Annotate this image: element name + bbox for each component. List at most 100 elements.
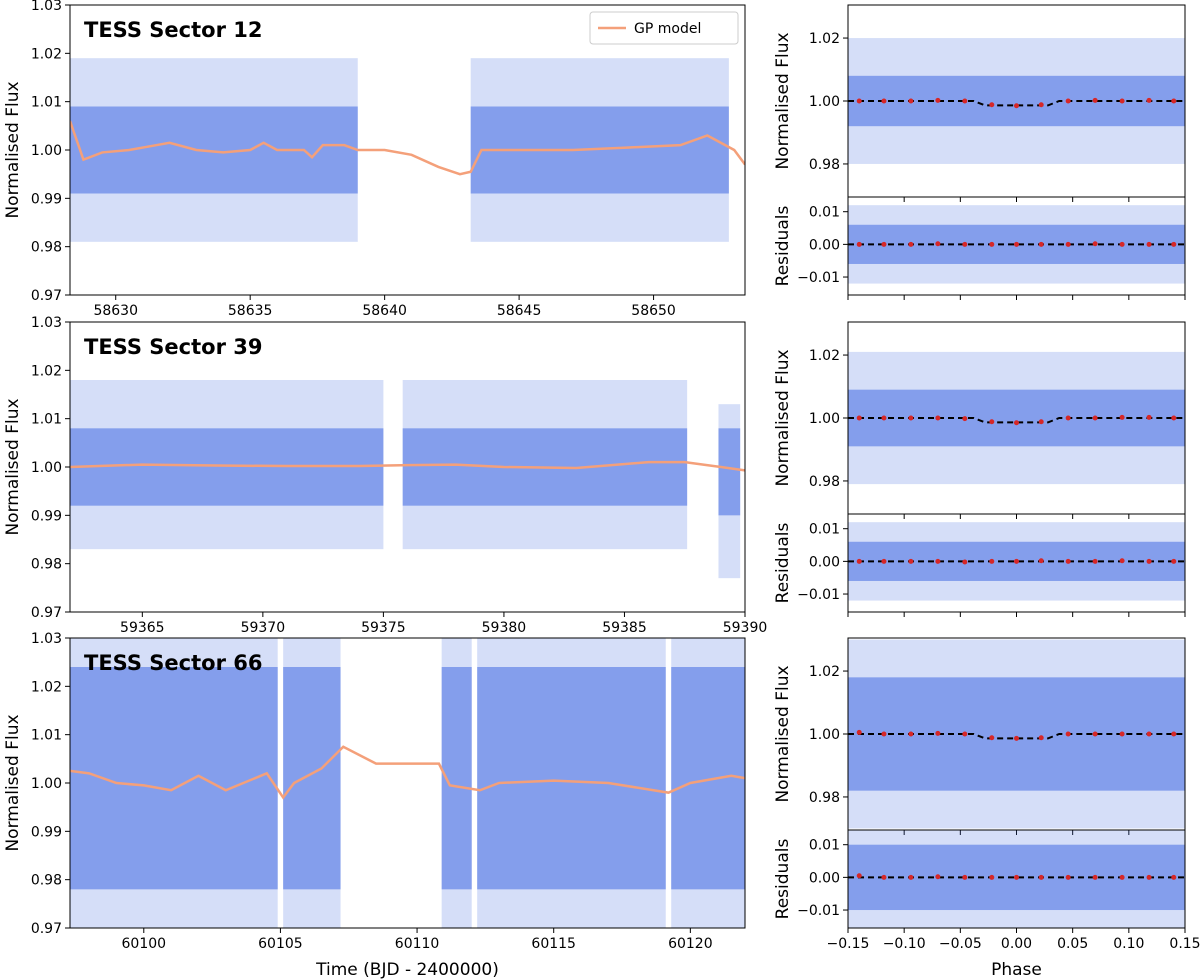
x-tick-label: 60105	[258, 936, 303, 952]
x-tick-label: 59385	[602, 620, 647, 636]
y-tick-label: 0.98	[809, 474, 840, 490]
y-tick-label: 1.03	[31, 315, 62, 331]
binned-point	[908, 731, 914, 737]
binned-point	[856, 729, 862, 735]
binned-point	[908, 415, 914, 421]
transit-model	[848, 733, 1185, 740]
binned-point	[1014, 241, 1019, 247]
x-tick-label: 59375	[361, 620, 406, 636]
y-tick-label: 0.01	[809, 838, 840, 854]
binned-point	[935, 241, 941, 247]
y-tick-label: 0.98	[31, 240, 62, 256]
x-tick-label: 58645	[497, 303, 542, 319]
x-axis-label: Phase	[991, 960, 1042, 980]
binned-point	[881, 241, 887, 247]
binned-point	[962, 559, 968, 565]
binned-point	[1092, 874, 1098, 880]
flux-scatter-inner	[477, 667, 666, 890]
binned-point	[881, 98, 887, 104]
x-tick-label: 59380	[482, 620, 527, 636]
binned-point	[856, 558, 862, 564]
y-tick-label: 1.00	[809, 94, 840, 110]
y-tick-label: 0.98	[809, 790, 840, 806]
binned-point	[989, 735, 995, 741]
x-tick-label: 0.10	[1113, 936, 1144, 952]
binned-point	[1119, 558, 1125, 564]
y-tick-label: 1.02	[31, 363, 62, 379]
binned-point	[1146, 414, 1152, 420]
legend-box	[589, 11, 739, 45]
y-tick-label: 0.99	[31, 508, 62, 524]
plot-area	[848, 205, 1185, 284]
gp-model	[70, 460, 745, 472]
y-tick-label: −0.01	[797, 270, 840, 286]
binned-point	[1038, 558, 1044, 564]
y-tick-label: 0.00	[809, 237, 840, 253]
y-axis-label: Normalised Flux	[3, 81, 23, 218]
x-tick-label: 59370	[241, 620, 286, 636]
binned-point	[962, 98, 968, 104]
binned-point	[935, 558, 941, 564]
x-tick-label: 59390	[723, 620, 768, 636]
binned-point	[1092, 558, 1098, 564]
binned-point	[989, 241, 995, 247]
y-axis-label: Residuals	[773, 839, 793, 920]
y-tick-label: 1.00	[809, 727, 840, 743]
panel-title: TESS Sector 39	[84, 335, 262, 359]
y-axis-label: Normalised Flux	[3, 398, 23, 535]
y-tick-label: 0.00	[809, 554, 840, 570]
binned-point	[1092, 415, 1098, 421]
binned-point	[1171, 731, 1177, 737]
binned-point	[1065, 415, 1071, 421]
panel-title: TESS Sector 12	[84, 18, 262, 42]
y-axis-label: Normalised Flux	[3, 714, 23, 851]
binned-point	[1119, 731, 1125, 737]
binned-point	[1119, 98, 1125, 104]
binned-point	[1038, 241, 1044, 247]
x-tick-label: 60110	[395, 936, 440, 952]
binned-point	[1171, 558, 1177, 564]
y-tick-label: 0.97	[31, 288, 62, 304]
binned-point	[962, 874, 968, 880]
y-tick-label: 0.01	[809, 522, 840, 538]
y-tick-label: 1.02	[31, 46, 62, 62]
flux-scatter-inner	[671, 667, 745, 890]
x-tick-label: 0.05	[1057, 936, 1088, 952]
binned-point	[962, 416, 968, 422]
y-tick-label: 1.02	[809, 348, 840, 364]
y-tick-label: 1.00	[31, 776, 62, 792]
binned-point	[935, 415, 941, 421]
x-tick-label: 0.15	[1169, 936, 1200, 952]
y-axis-label: Residuals	[773, 523, 793, 604]
binned-point	[908, 98, 914, 104]
plot-area	[848, 351, 1185, 485]
x-tick-label: 58635	[228, 303, 273, 319]
binned-point	[1092, 731, 1098, 737]
gp-model	[70, 120, 745, 176]
binned-point	[1038, 874, 1044, 880]
binned-point	[881, 731, 887, 737]
binned-point	[1171, 98, 1177, 104]
y-tick-label: 1.00	[31, 143, 62, 159]
y-axis-label: Normalised Flux	[773, 32, 793, 169]
binned-point	[989, 558, 995, 564]
transit-model	[848, 417, 1185, 424]
x-tick-label: 58640	[362, 303, 407, 319]
y-tick-label: 1.00	[31, 460, 62, 476]
binned-point	[856, 98, 862, 104]
binned-point	[881, 874, 887, 880]
y-tick-label: 0.99	[31, 824, 62, 840]
binned-point	[1092, 97, 1098, 103]
plot-area	[848, 639, 1185, 829]
flux-scatter-inner	[718, 428, 741, 516]
binned-point	[962, 731, 968, 737]
binned-point	[856, 241, 862, 247]
y-tick-label: 0.97	[31, 921, 62, 937]
binned-point	[1014, 735, 1019, 741]
y-tick-label: 1.01	[31, 728, 62, 744]
binned-point	[1014, 558, 1019, 564]
binned-point	[1065, 241, 1071, 247]
binned-point	[1119, 414, 1125, 420]
plot-area	[848, 830, 1185, 928]
binned-point	[989, 419, 995, 425]
